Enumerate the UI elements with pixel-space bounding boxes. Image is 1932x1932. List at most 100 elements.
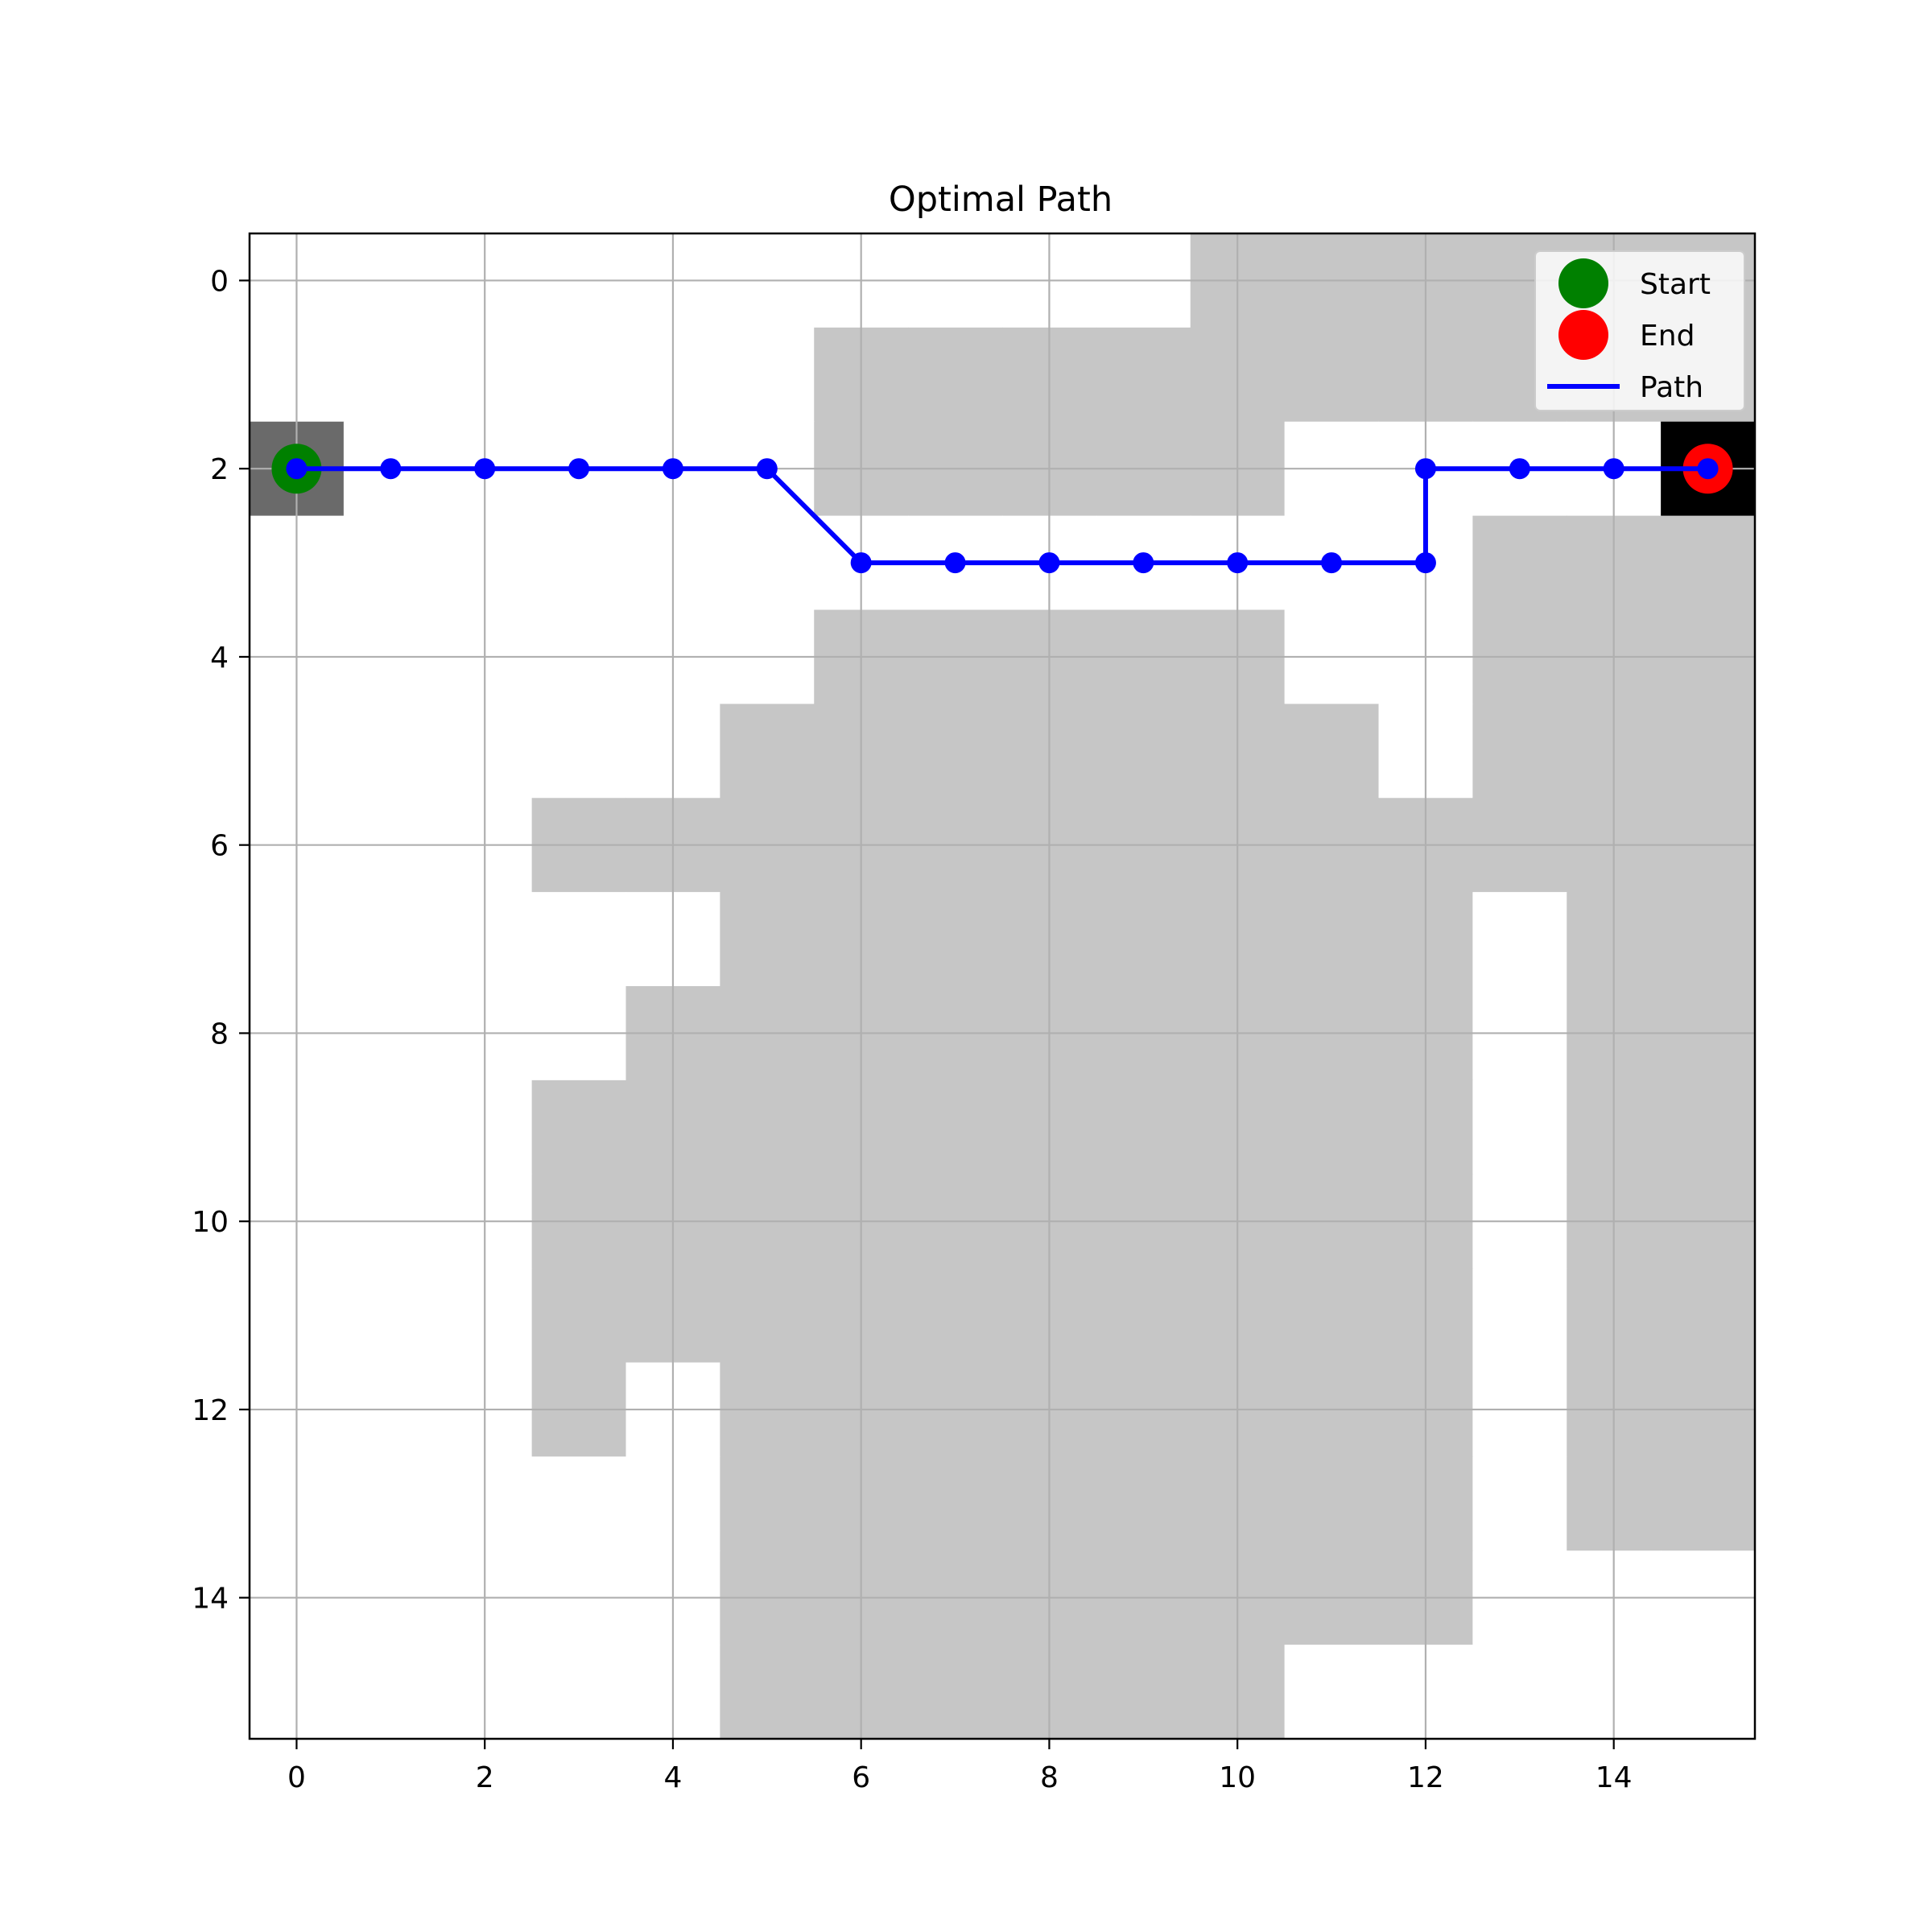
obstacle-cell [1096,892,1191,987]
path-point [944,552,966,574]
x-tick-label: 6 [852,1761,870,1794]
path-point [380,458,402,480]
obstacle-cell [908,327,1003,423]
path-point [756,458,778,480]
gridlines [250,233,1755,1739]
free-cell [531,1645,627,1740]
obstacle-cell [1096,1268,1191,1364]
obstacle-cell [1661,515,1756,611]
legend-marker [1558,258,1608,308]
obstacle-cell [531,1080,627,1175]
legend-label: End [1640,320,1695,353]
legend-label: Path [1640,371,1703,404]
path-point [1509,458,1530,480]
x-tick-label: 14 [1596,1761,1633,1794]
obstacle-cell [908,704,1003,799]
legend-label: Start [1640,268,1711,301]
free-cell [343,704,439,799]
free-cell [343,515,439,611]
path-point [568,458,590,480]
obstacle-cell [1096,1456,1191,1551]
axes-frame [248,232,1757,1740]
x-tick-label: 4 [663,1761,682,1794]
obstacle-cell [720,1645,815,1740]
obstacle-cell [1284,892,1380,987]
path-point [474,458,496,480]
free-cell [531,515,627,611]
free-cell [1472,1080,1567,1175]
legend-marker [1558,310,1608,360]
y-tick-label: 6 [210,830,229,863]
free-cell [343,1456,439,1551]
path-point [1414,458,1436,480]
free-cell [531,704,627,799]
obstacle-cell [1096,704,1191,799]
obstacle-cell [1096,1080,1191,1175]
free-cell [1472,1645,1567,1740]
path-point [1321,552,1343,574]
grid-cells [250,233,1756,1740]
obstacle-cell [1661,892,1756,987]
y-tick-label: 14 [192,1583,229,1616]
x-tick-label: 8 [1040,1761,1059,1794]
path-point [662,458,683,480]
y-tick-label: 4 [210,642,229,675]
path-point [1414,552,1436,574]
path-point [1603,458,1624,480]
obstacle-cell [1472,515,1567,611]
free-cell [343,1080,439,1175]
obstacle-cell [1284,327,1380,423]
chart-title: Optimal Path [889,180,1113,220]
obstacle-cell [1284,704,1380,799]
obstacle-cell [720,1456,815,1551]
y-tick-label: 0 [210,265,229,298]
obstacle-cell [720,704,815,799]
axis-ticks: 0 2 4 6 8 10 12 14 0 2 4 6 8 10 12 14 [192,265,1632,1794]
free-cell [531,1456,627,1551]
free-cell [720,327,815,423]
x-tick-label: 0 [287,1761,306,1794]
y-tick-label: 2 [210,453,229,486]
free-cell [531,892,627,987]
obstacle-cell [1661,1268,1756,1364]
path-point [1697,458,1719,480]
x-tick-label: 10 [1219,1761,1256,1794]
free-cell [343,1645,439,1740]
path-point [1038,552,1060,574]
free-cell [343,1268,439,1364]
x-tick-label: 12 [1407,1761,1444,1794]
free-cell [1472,1268,1567,1364]
path-point [1133,552,1154,574]
obstacle-cell [908,1080,1003,1175]
obstacle-cell [908,1268,1003,1364]
obstacle-cell [720,1080,815,1175]
obstacle-cell [720,892,815,987]
obstacle-cell [908,892,1003,987]
x-tick-label: 2 [476,1761,494,1794]
y-tick-label: 10 [192,1206,229,1239]
obstacle-cell [1096,1645,1191,1740]
obstacle-cell [720,1268,815,1364]
obstacle-cell [1661,1080,1756,1175]
free-cell [1472,1456,1567,1551]
path-point [1227,552,1249,574]
path-point [850,552,872,574]
free-cell [720,515,815,611]
free-cell [1661,1645,1756,1740]
free-cell [343,327,439,423]
path-layer [271,444,1733,574]
y-tick-label: 12 [192,1394,229,1427]
free-cell [1284,1645,1380,1740]
obstacle-cell [1096,327,1191,423]
free-cell [1472,892,1567,987]
obstacle-cell [1284,1080,1380,1175]
obstacle-cell [531,1268,627,1364]
obstacle-cell [1284,1456,1380,1551]
obstacle-cell [908,1456,1003,1551]
free-cell [531,327,627,423]
obstacle-cell [908,1645,1003,1740]
obstacle-cell [1661,1456,1756,1551]
legend: Start End Path [1534,250,1745,411]
obstacle-cell [1661,704,1756,799]
